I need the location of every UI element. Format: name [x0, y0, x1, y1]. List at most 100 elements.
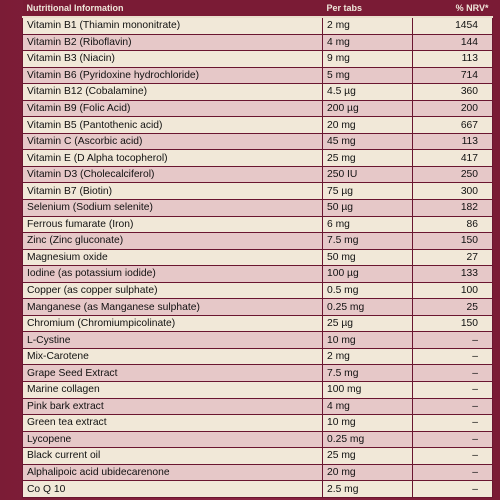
nutrient-name: Zinc (Zinc gluconate): [22, 232, 323, 250]
table-row: Zinc (Zinc gluconate) 7.5 mg 150: [22, 232, 493, 250]
table-row: Selenium (Sodium selenite) 50 µg 182: [22, 199, 493, 217]
nrv-percent: –: [412, 463, 493, 482]
nutrient-name: Vitamin B5 (Pantothenic acid): [22, 116, 323, 134]
nrv-percent: –: [412, 480, 493, 498]
nrv-percent: 100: [412, 281, 493, 300]
table-row: Alphalipoic acid ubidecarenone 20 mg –: [22, 463, 493, 482]
nrv-percent: 182: [412, 199, 493, 217]
amount-per-tab: 25 mg: [322, 447, 413, 465]
nutrient-name: Vitamin B12 (Cobalamine): [22, 83, 323, 101]
nrv-percent: 113: [412, 132, 493, 151]
table-row: Ferrous fumarate (Iron) 6 mg 86: [22, 215, 493, 234]
nrv-percent: –: [412, 397, 493, 416]
amount-per-tab: 20 mg: [322, 116, 413, 134]
nutrient-name: Selenium (Sodium selenite): [22, 199, 323, 217]
table-row: Lycopene 0.25 mg –: [22, 430, 493, 449]
amount-per-tab: 4.5 µg: [322, 83, 413, 101]
nutrient-name: Marine collagen: [22, 381, 323, 399]
nrv-percent: 144: [412, 33, 493, 52]
header-row: Nutritional Information Per tabs % NRV*: [22, 0, 493, 18]
table-header: Nutritional Information Per tabs % NRV*: [22, 0, 493, 18]
nrv-percent: 667: [412, 116, 493, 134]
table-row: Vitamin E (D Alpha tocopherol) 25 mg 417: [22, 149, 493, 167]
amount-per-tab: 45 mg: [322, 132, 413, 151]
nutrient-name: Copper (as copper sulphate): [22, 281, 323, 300]
amount-per-tab: 250 IU: [322, 165, 413, 184]
nrv-percent: 1454: [412, 16, 493, 35]
amount-per-tab: 100 µg: [322, 265, 413, 283]
nrv-percent: 133: [412, 265, 493, 283]
nutrient-name: Vitamin C (Ascorbic acid): [22, 132, 323, 151]
nrv-percent: 300: [412, 182, 493, 201]
nutrient-name: Pink bark extract: [22, 397, 323, 416]
nutrient-name: Vitamin B9 (Folic Acid): [22, 99, 323, 118]
nutrient-name: Vitamin D3 (Cholecalciferol): [22, 165, 323, 184]
header-per-tab: Per tabs: [322, 0, 413, 18]
table-row: Iodine (as potassium iodide) 100 µg 133: [22, 265, 493, 283]
nutrient-name: Vitamin B6 (Pyridoxine hydrochloride): [22, 66, 323, 85]
nrv-percent: –: [412, 414, 493, 432]
table-row: Vitamin B9 (Folic Acid) 200 µg 200: [22, 99, 493, 118]
amount-per-tab: 25 mg: [322, 149, 413, 167]
nrv-percent: –: [412, 331, 493, 349]
amount-per-tab: 9 mg: [322, 50, 413, 68]
amount-per-tab: 7.5 mg: [322, 364, 413, 383]
amount-per-tab: 75 µg: [322, 182, 413, 201]
table-row: L-Cystine 10 mg –: [22, 331, 493, 349]
nrv-percent: 200: [412, 99, 493, 118]
nrv-percent: 714: [412, 66, 493, 85]
amount-per-tab: 0.25 mg: [322, 430, 413, 449]
nrv-percent: 150: [412, 314, 493, 333]
amount-per-tab: 50 mg: [322, 248, 413, 267]
table-row: Vitamin B1 (Thiamin mononitrate) 2 mg 1454: [22, 16, 493, 35]
nrv-percent: –: [412, 447, 493, 465]
table-row: Pink bark extract 4 mg –: [22, 397, 493, 416]
nrv-percent: –: [412, 430, 493, 449]
table-row: Green tea extract 10 mg –: [22, 414, 493, 432]
amount-per-tab: 4 mg: [322, 33, 413, 52]
table-body: Vitamin B1 (Thiamin mononitrate) 2 mg 1454…: [22, 16, 493, 498]
amount-per-tab: 6 mg: [322, 215, 413, 234]
nrv-percent: –: [412, 364, 493, 383]
nutrient-name: Mix-Carotene: [22, 347, 323, 366]
amount-per-tab: 50 µg: [322, 199, 413, 217]
nutrient-name: Vitamin B3 (Niacin): [22, 50, 323, 68]
header-nrv: % NRV*: [412, 0, 493, 18]
nutrient-name: Lycopene: [22, 430, 323, 449]
nutrient-name: Co Q 10: [22, 480, 323, 498]
nutrient-name: Green tea extract: [22, 414, 323, 432]
nutrient-name: Iodine (as potassium iodide): [22, 265, 323, 283]
table-row: Grape Seed Extract 7.5 mg –: [22, 364, 493, 383]
table-row: Magnesium oxide 50 mg 27: [22, 248, 493, 267]
amount-per-tab: 100 mg: [322, 381, 413, 399]
table-row: Vitamin B5 (Pantothenic acid) 20 mg 667: [22, 116, 493, 134]
nutrient-name: Grape Seed Extract: [22, 364, 323, 383]
table-row: Vitamin B7 (Biotin) 75 µg 300: [22, 182, 493, 201]
table-row: Vitamin C (Ascorbic acid) 45 mg 113: [22, 132, 493, 151]
nrv-percent: –: [412, 381, 493, 399]
amount-per-tab: 200 µg: [322, 99, 413, 118]
nutrient-name: Vitamin B1 (Thiamin mononitrate): [22, 16, 323, 35]
table-row: Vitamin B2 (Riboflavin) 4 mg 144: [22, 33, 493, 52]
table-row: Vitamin B3 (Niacin) 9 mg 113: [22, 50, 493, 68]
amount-per-tab: 0.5 mg: [322, 281, 413, 300]
nutrient-name: Chromium (Chromiumpicolinate): [22, 314, 323, 333]
table-row: Copper (as copper sulphate) 0.5 mg 100: [22, 281, 493, 300]
amount-per-tab: 2 mg: [322, 347, 413, 366]
amount-per-tab: 25 µg: [322, 314, 413, 333]
nrv-percent: 86: [412, 215, 493, 234]
table-row: Co Q 10 2.5 mg –: [22, 480, 493, 498]
table-row: Black current oil 25 mg –: [22, 447, 493, 465]
nutrient-name: Manganese (as Manganese sulphate): [22, 298, 323, 316]
amount-per-tab: 4 mg: [322, 397, 413, 416]
amount-per-tab: 0.25 mg: [322, 298, 413, 316]
header-nutrient: Nutritional Information: [22, 0, 323, 18]
amount-per-tab: 10 mg: [322, 331, 413, 349]
nrv-percent: –: [412, 347, 493, 366]
amount-per-tab: 2 mg: [322, 16, 413, 35]
nrv-percent: 250: [412, 165, 493, 184]
nutrient-name: Vitamin E (D Alpha tocopherol): [22, 149, 323, 167]
nrv-percent: 113: [412, 50, 493, 68]
table-row: Chromium (Chromiumpicolinate) 25 µg 150: [22, 314, 493, 333]
